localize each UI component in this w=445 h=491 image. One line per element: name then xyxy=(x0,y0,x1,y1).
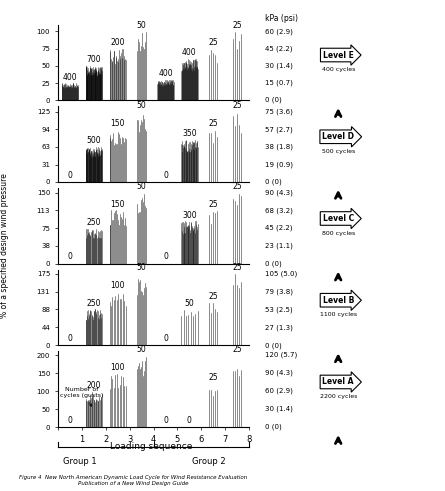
Text: 45 (2.2): 45 (2.2) xyxy=(265,225,292,231)
Text: 79 (3.8): 79 (3.8) xyxy=(265,289,293,295)
Text: 0: 0 xyxy=(163,416,168,425)
Text: 0 (0): 0 (0) xyxy=(265,179,282,185)
Text: 25: 25 xyxy=(209,38,218,47)
Text: 200: 200 xyxy=(86,381,101,390)
Text: 75 (3.6): 75 (3.6) xyxy=(265,109,293,115)
Text: 500 cycles: 500 cycles xyxy=(322,149,355,154)
Text: % of a specified design wind pressure: % of a specified design wind pressure xyxy=(0,173,9,318)
Text: 15 (0.7): 15 (0.7) xyxy=(265,80,293,86)
Text: 57 (2.7): 57 (2.7) xyxy=(265,126,292,133)
Text: 50: 50 xyxy=(137,345,146,354)
Text: 25: 25 xyxy=(232,101,242,110)
Text: 400: 400 xyxy=(62,73,77,82)
Text: 100: 100 xyxy=(110,281,125,290)
Text: 105 (5.0): 105 (5.0) xyxy=(265,271,297,277)
Text: 250: 250 xyxy=(86,299,101,308)
Text: 38 (1.8): 38 (1.8) xyxy=(265,143,293,150)
Text: Level A: Level A xyxy=(323,378,354,386)
Text: 0: 0 xyxy=(67,416,72,425)
Text: 0: 0 xyxy=(67,252,72,261)
Text: 27 (1.3): 27 (1.3) xyxy=(265,324,293,330)
Text: 45 (2.2): 45 (2.2) xyxy=(265,45,292,52)
Text: 500: 500 xyxy=(86,136,101,145)
Text: kPa (psi): kPa (psi) xyxy=(265,14,298,23)
Text: Group 2: Group 2 xyxy=(192,457,226,466)
Text: 800 cycles: 800 cycles xyxy=(322,231,355,236)
Text: 25: 25 xyxy=(232,21,242,30)
Text: 100: 100 xyxy=(110,362,125,372)
Text: 30 (1.4): 30 (1.4) xyxy=(265,62,293,69)
Text: 60 (2.9): 60 (2.9) xyxy=(265,388,293,394)
Text: 0 (0): 0 (0) xyxy=(265,260,282,267)
Text: 25: 25 xyxy=(209,374,218,382)
Text: 25: 25 xyxy=(232,345,242,354)
Text: 0: 0 xyxy=(67,334,72,343)
Text: 400: 400 xyxy=(182,49,197,57)
Text: 0: 0 xyxy=(187,416,192,425)
Text: 700: 700 xyxy=(86,55,101,64)
Text: 50: 50 xyxy=(137,263,146,273)
Text: 250: 250 xyxy=(86,218,101,227)
Text: 30 (1.4): 30 (1.4) xyxy=(265,406,293,412)
Text: 0: 0 xyxy=(67,171,72,180)
Text: 0: 0 xyxy=(163,252,168,261)
Text: 90 (4.3): 90 (4.3) xyxy=(265,190,293,196)
Text: 50: 50 xyxy=(137,182,146,191)
Text: 1100 cycles: 1100 cycles xyxy=(320,312,357,318)
Text: 2200 cycles: 2200 cycles xyxy=(320,394,357,399)
Text: Figure 4  New North American Dynamic Load Cycle for Wind Resistance Evaluation
P: Figure 4 New North American Dynamic Load… xyxy=(20,475,247,486)
Text: Loading sequence: Loading sequence xyxy=(110,442,193,451)
Text: Level C: Level C xyxy=(323,214,354,223)
Text: 0 (0): 0 (0) xyxy=(265,342,282,349)
Text: 150: 150 xyxy=(110,119,125,128)
Text: 0: 0 xyxy=(163,334,168,343)
Text: 0: 0 xyxy=(163,171,168,180)
Text: 50: 50 xyxy=(137,21,146,30)
Text: Level B: Level B xyxy=(323,296,354,305)
Text: 68 (3.2): 68 (3.2) xyxy=(265,207,293,214)
Text: 400: 400 xyxy=(158,69,173,78)
Text: Number of
cycles (gusts): Number of cycles (gusts) xyxy=(60,387,103,406)
Text: 200: 200 xyxy=(110,38,125,47)
Text: 53 (2.5): 53 (2.5) xyxy=(265,306,292,313)
Text: 25: 25 xyxy=(209,200,218,209)
Text: 50: 50 xyxy=(137,101,146,110)
Text: 300: 300 xyxy=(182,211,197,219)
Text: 0 (0): 0 (0) xyxy=(265,424,282,431)
Text: 25: 25 xyxy=(232,182,242,191)
Text: 60 (2.9): 60 (2.9) xyxy=(265,28,293,35)
Text: 23 (1.1): 23 (1.1) xyxy=(265,243,293,249)
Text: 25: 25 xyxy=(209,119,218,128)
Text: 350: 350 xyxy=(182,130,197,138)
Text: 25: 25 xyxy=(209,292,218,301)
Text: Level D: Level D xyxy=(322,132,354,141)
Text: 25: 25 xyxy=(232,263,242,273)
Text: Group 1: Group 1 xyxy=(63,457,97,466)
Text: Level E: Level E xyxy=(323,51,354,59)
Text: 400 cycles: 400 cycles xyxy=(321,67,355,72)
Text: 19 (0.9): 19 (0.9) xyxy=(265,162,293,168)
Text: 0 (0): 0 (0) xyxy=(265,97,282,104)
Text: 90 (4.3): 90 (4.3) xyxy=(265,370,293,377)
Text: 120 (5.7): 120 (5.7) xyxy=(265,352,297,358)
Text: 50: 50 xyxy=(185,299,194,308)
Text: 150: 150 xyxy=(110,200,125,209)
